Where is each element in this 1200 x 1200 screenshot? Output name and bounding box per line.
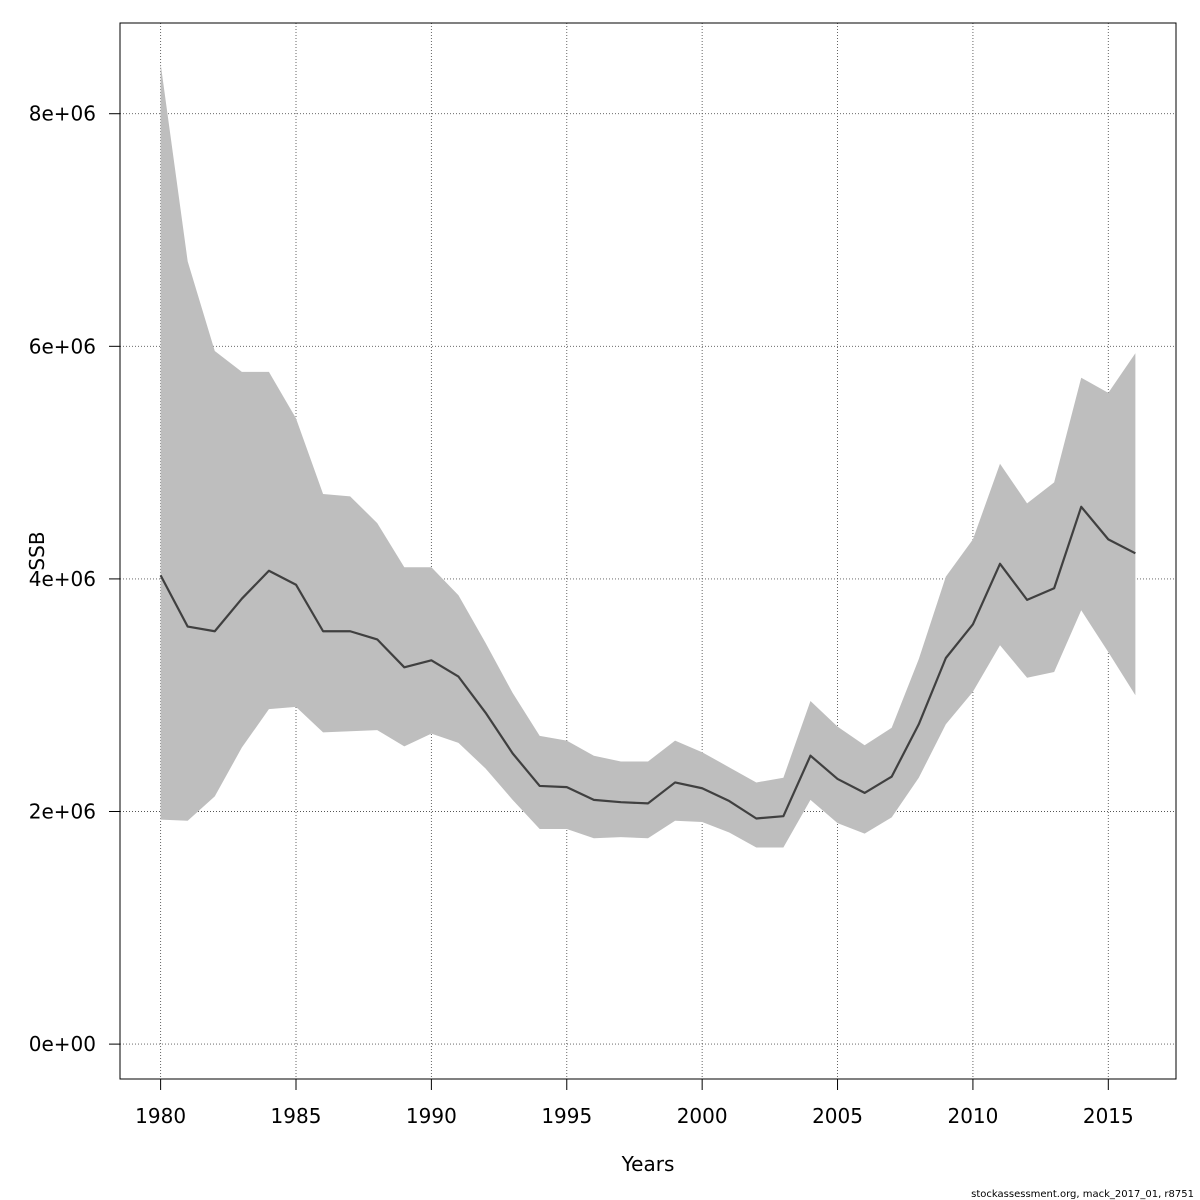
x-axis-title: Years <box>621 1152 675 1176</box>
x-axis: 1980 1985 1990 1995 2000 2005 2010 2015 <box>135 1078 1134 1128</box>
x-tick-label: 2010 <box>947 1104 998 1128</box>
x-tick-label: 2015 <box>1083 1104 1134 1128</box>
y-tick-label: 4e+06 <box>29 567 96 591</box>
y-axis-title: SSB <box>25 531 49 570</box>
ssb-series-line <box>159 505 1136 820</box>
y-tick-label: 2e+06 <box>29 800 96 824</box>
x-tick-label: 1980 <box>135 1104 186 1128</box>
x-tick-label: 1995 <box>541 1104 592 1128</box>
y-axis: 0e+00 2e+06 4e+06 6e+06 8e+06 <box>29 102 121 1056</box>
y-tick-label: 8e+06 <box>29 102 96 126</box>
y-tick-label: 6e+06 <box>29 334 96 358</box>
confidence-band <box>160 63 1136 848</box>
x-tick-label: 1990 <box>406 1104 457 1128</box>
y-tick-label: 0e+00 <box>29 1032 96 1056</box>
confidence-band-layer <box>160 63 1136 848</box>
footer-note: stockassessment.org, mack_2017_01, r8751 <box>971 1189 1194 1200</box>
x-tick-label: 2000 <box>677 1104 728 1128</box>
x-tick-label: 2005 <box>812 1104 863 1128</box>
x-tick-label: 1985 <box>271 1104 322 1128</box>
ssb-line-layer <box>159 505 1136 820</box>
